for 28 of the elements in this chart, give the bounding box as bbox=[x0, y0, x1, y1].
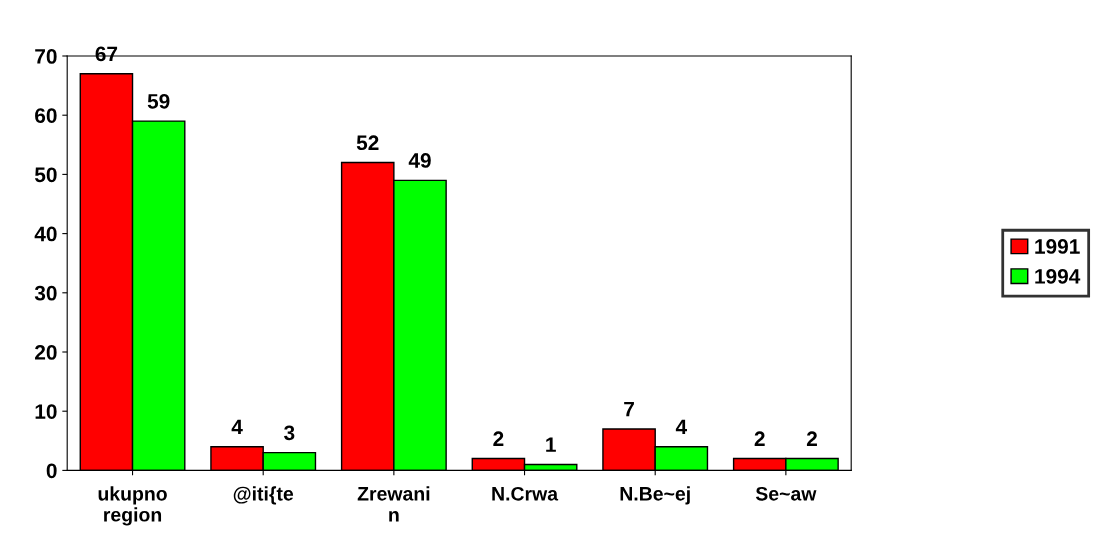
data-label: 4 bbox=[675, 419, 688, 435]
y-tick-label: 40 bbox=[34, 226, 57, 242]
data-label: 67 bbox=[95, 46, 118, 62]
y-tick-label: 50 bbox=[34, 167, 57, 183]
legend-label: 1994 bbox=[1035, 268, 1081, 284]
y-tick-label: 20 bbox=[35, 345, 57, 360]
x-tick-label: Zrewani n bbox=[357, 486, 430, 522]
legend-label: 1991 bbox=[1035, 239, 1080, 254]
x-tick-label: ukupno region bbox=[98, 486, 167, 526]
data-label: 2 bbox=[806, 431, 817, 446]
data-label: 2 bbox=[754, 431, 765, 446]
data-label: 7 bbox=[624, 401, 634, 417]
data-label: 59 bbox=[147, 93, 170, 109]
data-label: 1 bbox=[546, 437, 556, 452]
y-tick-label: 70 bbox=[35, 49, 57, 64]
data-label: 3 bbox=[284, 425, 295, 441]
y-tick-label: 30 bbox=[34, 285, 57, 301]
x-tick-label: N.Be~ej bbox=[620, 486, 690, 505]
data-label: 2 bbox=[493, 431, 504, 446]
x-tick-label: N.Crwa bbox=[492, 486, 559, 501]
data-label: 49 bbox=[408, 153, 431, 168]
data-label: 52 bbox=[356, 135, 379, 151]
y-tick-label: 0 bbox=[46, 463, 57, 479]
y-tick-label: 10 bbox=[35, 404, 57, 419]
x-tick-label: @iti{te bbox=[233, 486, 294, 505]
x-tick-label: Se~aw bbox=[755, 486, 817, 501]
data-label: 4 bbox=[231, 419, 243, 435]
y-tick-label: 60 bbox=[35, 108, 57, 123]
